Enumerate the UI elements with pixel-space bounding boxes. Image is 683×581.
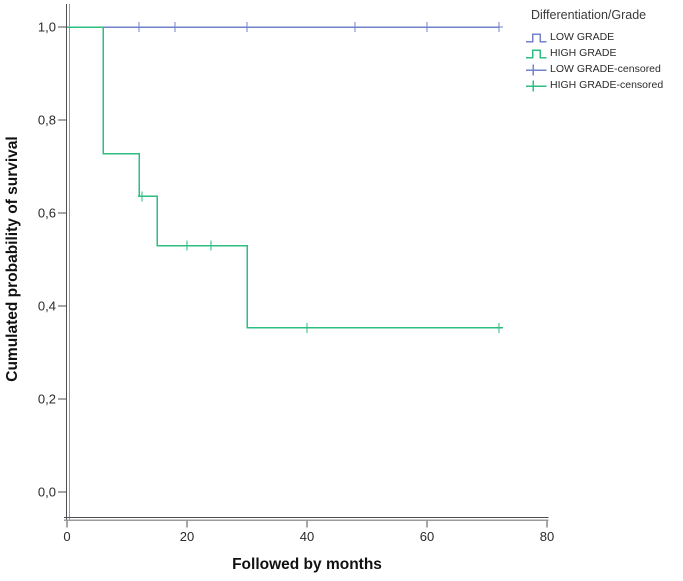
legend-step-icon	[526, 32, 547, 42]
y-tick-label: 0,4	[38, 299, 56, 314]
x-tick-label: 60	[420, 529, 434, 544]
legend-entry-low-grade-censored: LOW GRADE-censored	[525, 61, 683, 77]
legend-entry-label: LOW GRADE-censored	[550, 63, 661, 75]
legend-entry-label: LOW GRADE	[550, 31, 615, 43]
y-tick-label: 0,2	[38, 392, 56, 407]
y-tick-label: 0,6	[38, 206, 56, 221]
series-low-grade-censor-marks	[135, 22, 503, 32]
legend-entry-label: HIGH GRADE	[550, 47, 617, 59]
x-tick-label: 20	[180, 529, 194, 544]
legend-entry-high-grade: HIGH GRADE	[525, 45, 683, 61]
legend-entry-low-grade: LOW GRADE	[525, 29, 683, 45]
axes: 0,0 0,2 0,4 0,6 0,8 1,0 0 20 40 60 80	[38, 4, 554, 544]
legend-items: LOW GRADE HIGH GRADE LOW GRADE-censored HIG…	[525, 29, 683, 93]
x-tick-label: 80	[540, 529, 554, 544]
series-high-grade-line	[67, 26, 499, 329]
survival-curves	[67, 22, 503, 333]
legend-entry-high-grade-censored: HIGH GRADE-censored	[525, 77, 683, 93]
x-axis-title: Followed by months	[232, 556, 382, 573]
legend-step-glyph	[526, 48, 547, 58]
legend: Differentiation/Grade LOW GRADE HIGH GRAD…	[525, 8, 683, 93]
legend-step-glyph	[526, 32, 547, 42]
series-high-grade-censor-marks	[138, 191, 503, 333]
legend-plus-icon	[526, 80, 547, 91]
legend-title: Differentiation/Grade	[531, 8, 647, 22]
legend-entry-label: HIGH GRADE-censored	[550, 79, 664, 91]
legend-plus-icon	[526, 64, 547, 75]
y-tick-label: 0,0	[38, 485, 56, 500]
y-tick-label: 0,8	[38, 113, 56, 128]
x-tick-label: 0	[63, 529, 70, 544]
legend-step-icon	[526, 48, 547, 58]
y-axis-title: Cumulated probability of survival	[4, 136, 21, 381]
x-tick-label: 40	[300, 529, 314, 544]
y-tick-label: 1,0	[38, 20, 56, 35]
